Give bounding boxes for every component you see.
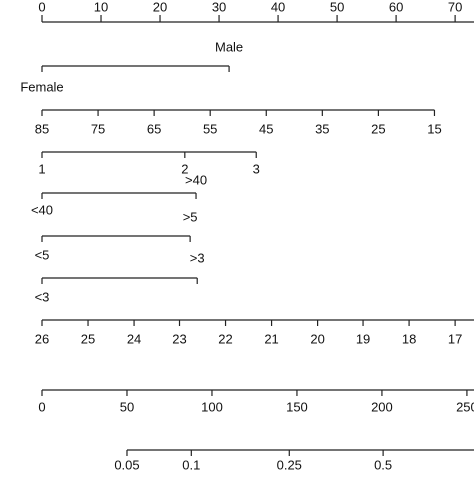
tick-label: <3 [35,289,50,304]
tick-label: 3 [253,161,260,176]
tick-label: 45 [259,121,273,136]
tick-label: 17 [448,331,462,346]
tick-label: 75 [91,121,105,136]
tick-label: 15 [427,121,441,136]
tick-label: 0 [38,0,45,14]
tick-label: 55 [203,121,217,136]
tick-label: >5 [183,209,198,224]
tick-label: 25 [81,331,95,346]
tick-label: 24 [127,331,141,346]
tick-label: 50 [330,0,344,14]
tick-label: 85 [35,121,49,136]
tick-label: <5 [35,247,50,262]
tick-label: 60 [389,0,403,14]
tick-label: 20 [310,331,324,346]
tick-label: 0.25 [277,457,302,472]
tick-label: 22 [218,331,232,346]
tick-label: Female [20,79,63,94]
tick-label: 50 [120,399,134,414]
tick-label: 2 [181,161,188,176]
tick-label: 100 [201,399,223,414]
tick-label: 21 [264,331,278,346]
tick-label: 23 [172,331,186,346]
tick-label: 0.1 [182,457,200,472]
tick-label: 65 [147,121,161,136]
tick-label: 25 [371,121,385,136]
tick-label: 70 [448,0,462,14]
tick-label: 26 [35,331,49,346]
tick-label: >40 [185,172,207,187]
tick-label: 1 [38,161,45,176]
tick-label: <40 [31,202,53,217]
tick-label: 35 [315,121,329,136]
tick-label: 150 [286,399,308,414]
tick-label: 0.5 [374,457,392,472]
tick-label: 18 [402,331,416,346]
tick-label: 200 [371,399,393,414]
tick-label: 30 [212,0,226,14]
tick-label: 250 [456,399,474,414]
tick-label: >3 [190,250,205,265]
tick-label: 19 [356,331,370,346]
tick-label: 10 [94,0,108,14]
tick-label: Male [215,39,243,54]
tick-label: 0 [38,399,45,414]
tick-label: 0.05 [114,457,139,472]
tick-label: 20 [153,0,167,14]
tick-label: 40 [271,0,285,14]
